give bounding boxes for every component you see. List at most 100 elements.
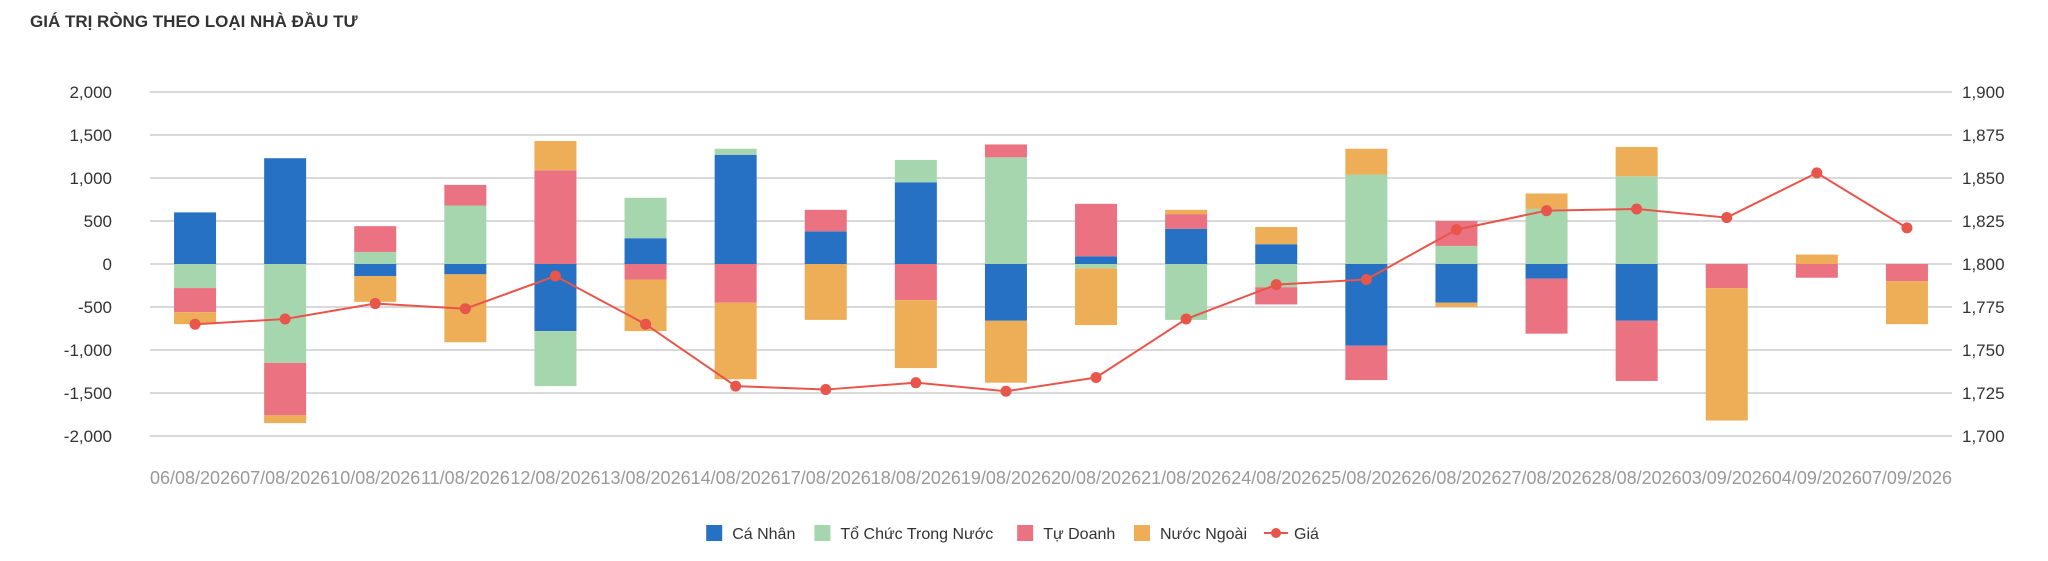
price-point xyxy=(549,270,561,282)
price-point xyxy=(1450,224,1462,236)
y-tick-label: 500 xyxy=(84,212,112,231)
bar-segment xyxy=(264,264,307,363)
y-tick-label: -2,000 xyxy=(64,427,112,446)
bar-segment xyxy=(1345,174,1388,264)
x-tick-label: 06/08/2026 xyxy=(150,468,240,488)
bar-segment xyxy=(984,320,1027,383)
bar-layer xyxy=(174,141,1928,424)
price-line-layer xyxy=(189,167,1913,397)
bar-segment xyxy=(1435,264,1478,303)
bar-segment xyxy=(444,184,487,206)
price-point xyxy=(1360,273,1372,285)
bar-segment xyxy=(804,264,847,320)
bar-segment xyxy=(1615,320,1658,381)
price-point xyxy=(1811,167,1823,179)
bar-segment xyxy=(1075,256,1118,264)
y2-tick-label: 1,875 xyxy=(1962,126,2005,145)
bar-segment xyxy=(1705,264,1748,289)
bar-segment xyxy=(534,141,577,171)
bar-segment xyxy=(1075,268,1118,326)
bar-segment xyxy=(1525,264,1568,279)
bar-segment xyxy=(714,154,757,264)
price-point xyxy=(1541,205,1553,217)
left-axis: 2,000 1,500 1,000 500 0 -500 -1,000 -1,500 -2,00… xyxy=(64,83,112,446)
y2-tick-label: 1,750 xyxy=(1962,341,2005,360)
y2-tick-label: 1,700 xyxy=(1962,427,2005,446)
y-tick-label: 1,500 xyxy=(69,126,112,145)
x-tick-label: 04/09/2026 xyxy=(1772,468,1862,488)
bar-segment xyxy=(714,302,757,380)
bar-segment xyxy=(354,276,397,302)
y-tick-label: -1,000 xyxy=(64,341,112,360)
legend-swatch xyxy=(1017,525,1034,541)
x-tick-label: 13/08/2026 xyxy=(601,468,691,488)
y2-tick-label: 1,725 xyxy=(1962,384,2005,403)
price-point xyxy=(189,318,201,330)
bar-segment xyxy=(714,264,757,303)
y2-tick-label: 1,800 xyxy=(1962,255,2005,274)
y2-tick-label: 1,825 xyxy=(1962,212,2005,231)
x-tick-label: 17/08/2026 xyxy=(781,468,871,488)
y2-tick-label: 1,900 xyxy=(1962,83,2005,102)
bar-segment xyxy=(1165,214,1208,229)
bar-segment xyxy=(1435,302,1478,307)
right-axis: 1,900 1,875 1,850 1,825 1,800 1,775 1,750 1,725… xyxy=(1962,83,2005,446)
price-point xyxy=(459,303,471,315)
legend-swatch xyxy=(1134,525,1150,541)
bar-segment xyxy=(174,264,217,289)
bar-segment xyxy=(894,182,937,264)
bar-segment xyxy=(894,159,937,183)
bar-segment xyxy=(1075,264,1118,269)
bar-segment xyxy=(1255,264,1298,288)
bar-segment xyxy=(894,264,937,301)
x-tick-label: 20/08/2026 xyxy=(1051,468,1141,488)
bar-segment xyxy=(1885,281,1928,325)
price-point xyxy=(1180,313,1192,325)
x-tick-label: 21/08/2026 xyxy=(1141,468,1231,488)
bar-segment xyxy=(1795,254,1838,264)
bar-segment xyxy=(1255,287,1298,305)
bar-segment xyxy=(174,288,217,313)
bar-segment xyxy=(1795,264,1838,278)
chart-title: GIÁ TRỊ RÒNG THEO LOẠI NHÀ ĐẦU TƯ xyxy=(30,12,358,31)
x-axis: 06/08/2026 07/08/2026 10/08/2026 11/08/2026… xyxy=(150,468,1952,488)
bar-segment xyxy=(624,238,667,264)
price-point xyxy=(1000,385,1012,397)
bar-segment xyxy=(984,264,1027,321)
legend-label: Tự Doanh xyxy=(1043,526,1115,543)
bar-segment xyxy=(444,205,487,264)
price-point xyxy=(1090,372,1102,384)
bar-segment xyxy=(804,231,847,264)
price-point xyxy=(730,380,742,392)
bar-segment xyxy=(804,209,847,232)
bar-segment xyxy=(264,158,307,264)
bar-segment xyxy=(354,251,397,264)
bar-segment xyxy=(624,197,667,239)
bar-segment xyxy=(264,362,307,416)
bar-segment xyxy=(1615,147,1658,177)
bar-segment xyxy=(1255,227,1298,245)
y-tick-label: -500 xyxy=(78,298,112,317)
legend-swatch xyxy=(814,525,831,541)
bar-segment xyxy=(1435,245,1478,264)
legend-label: Giá xyxy=(1294,526,1319,543)
price-point xyxy=(1270,279,1282,291)
y2-tick-label: 1,775 xyxy=(1962,298,2005,317)
price-point xyxy=(1721,212,1733,224)
bar-segment xyxy=(1165,228,1208,264)
x-tick-label: 07/08/2026 xyxy=(240,468,330,488)
x-tick-label: 07/09/2026 xyxy=(1862,468,1952,488)
bar-segment xyxy=(984,157,1027,264)
bar-segment xyxy=(894,300,937,369)
bar-segment xyxy=(354,226,397,252)
bar-segment xyxy=(714,148,757,155)
bar-segment xyxy=(1255,244,1298,264)
y2-tick-label: 1,850 xyxy=(1962,169,2005,188)
bar-segment xyxy=(534,170,577,264)
price-point xyxy=(910,377,922,389)
price-point xyxy=(1901,222,1913,234)
x-tick-label: 27/08/2026 xyxy=(1502,468,1592,488)
bar-segment xyxy=(1165,264,1208,320)
legend-label: Nước Ngoài xyxy=(1160,526,1247,543)
